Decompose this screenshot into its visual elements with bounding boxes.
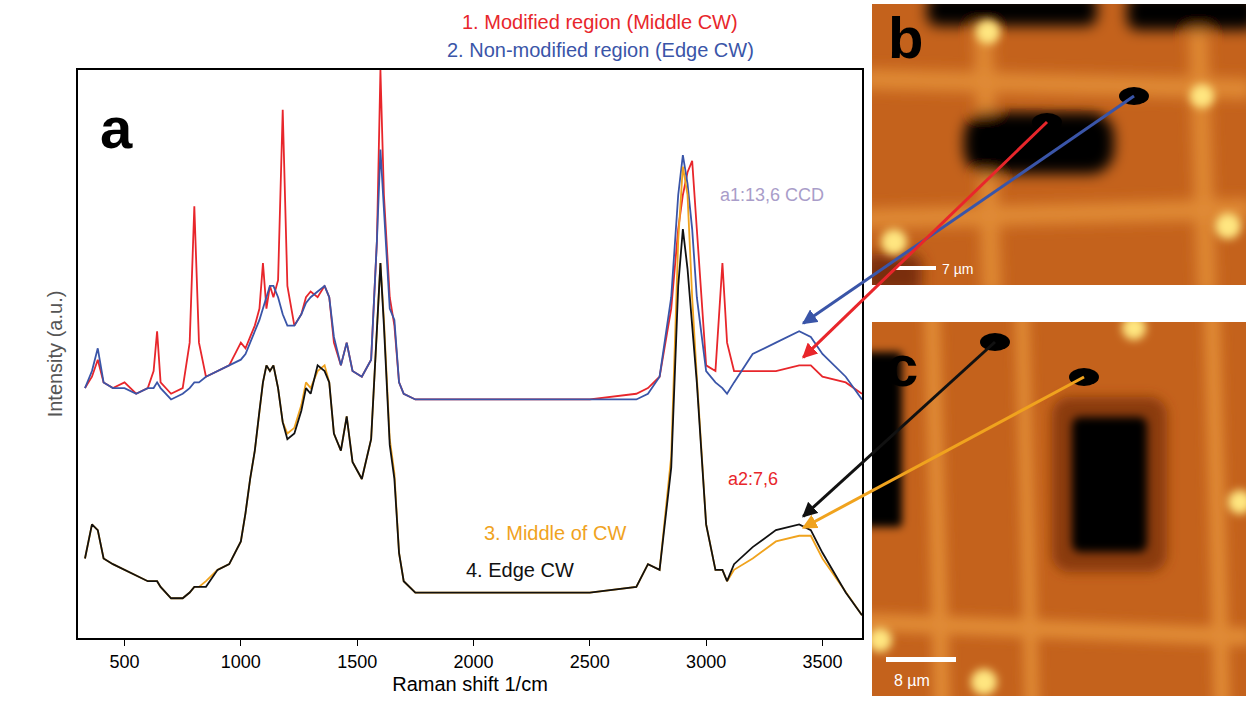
- svg-text:3000: 3000: [686, 652, 726, 672]
- svg-text:500: 500: [110, 652, 140, 672]
- svg-text:b: b: [888, 5, 923, 70]
- svg-text:2000: 2000: [453, 652, 493, 672]
- svg-text:Intensity (a.u.): Intensity (a.u.): [44, 291, 66, 418]
- svg-text:3. Middle of CW: 3. Middle of CW: [484, 522, 626, 544]
- svg-text:1500: 1500: [337, 652, 377, 672]
- svg-text:7 µm: 7 µm: [942, 261, 973, 277]
- svg-text:2. Non-modified region (Edge C: 2. Non-modified region (Edge CW): [447, 39, 754, 61]
- svg-text:1. Modified region (Middle CW): 1. Modified region (Middle CW): [462, 11, 738, 33]
- svg-text:2500: 2500: [570, 652, 610, 672]
- svg-text:a2:7,6: a2:7,6: [728, 469, 778, 489]
- svg-text:c: c: [886, 333, 918, 398]
- svg-text:Raman shift 1/cm: Raman shift 1/cm: [392, 673, 548, 695]
- svg-text:3500: 3500: [802, 652, 842, 672]
- svg-text:a: a: [100, 95, 133, 160]
- svg-text:a1:13,6 CCD: a1:13,6 CCD: [720, 185, 824, 205]
- svg-text:1000: 1000: [221, 652, 261, 672]
- svg-text:4. Edge CW: 4. Edge CW: [466, 559, 574, 581]
- svg-text:8 µm: 8 µm: [894, 672, 930, 689]
